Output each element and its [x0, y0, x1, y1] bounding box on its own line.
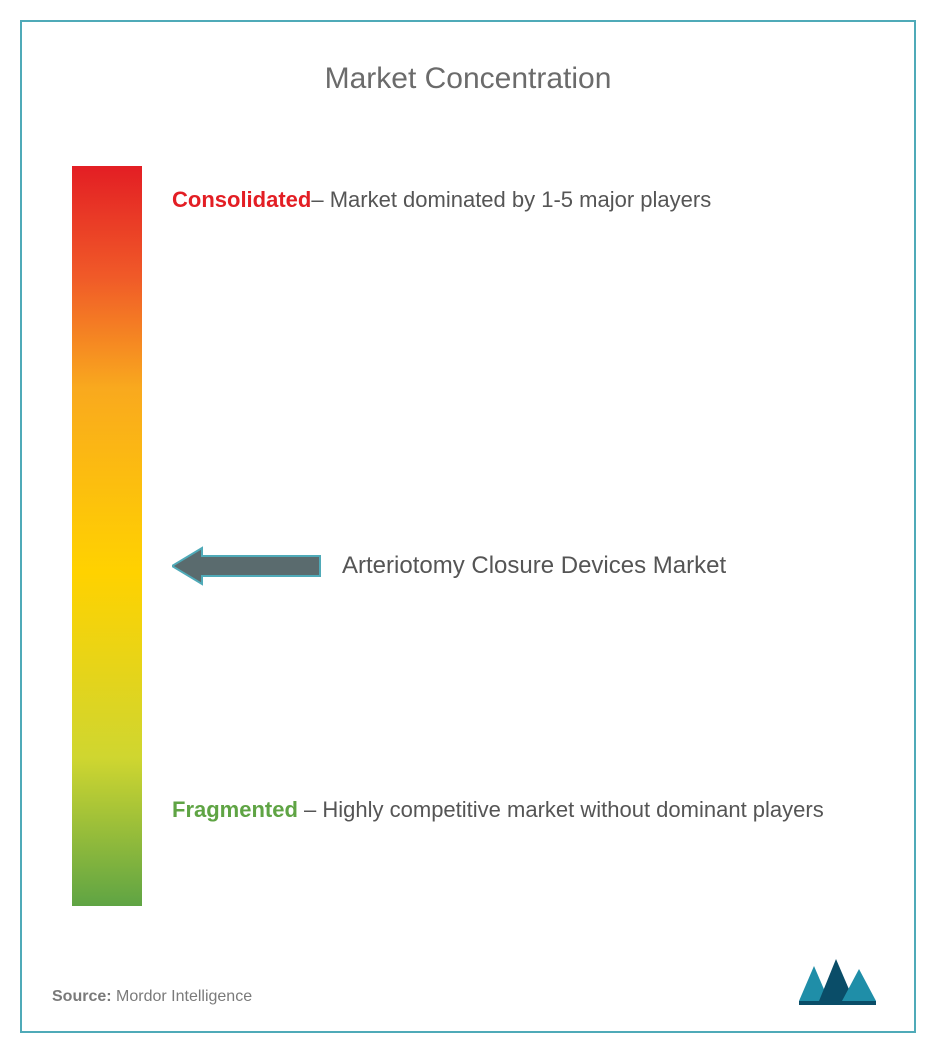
fragmented-text: – Highly competitive market without domi… — [298, 797, 824, 822]
page-title: Market Concentration — [52, 62, 884, 96]
content-area: Consolidated– Market dominated by 1-5 ma… — [52, 156, 884, 956]
market-name: Arteriotomy Closure Devices Market — [342, 552, 726, 580]
consolidated-highlight: Consolidated — [172, 187, 311, 212]
source-attribution: Source: Mordor Intelligence — [52, 988, 252, 1006]
market-pointer: Arteriotomy Closure Devices Market — [172, 546, 726, 586]
labels-area: Consolidated– Market dominated by 1-5 ma… — [142, 156, 884, 956]
fragmented-label: Fragmented – Highly competitive market w… — [172, 786, 864, 834]
mordor-logo — [794, 951, 884, 1011]
consolidated-label: Consolidated– Market dominated by 1-5 ma… — [172, 176, 864, 224]
main-container: Market Concentration Consolidated– Marke… — [20, 20, 916, 1033]
source-label: Source: — [52, 988, 112, 1005]
fragmented-highlight: Fragmented — [172, 797, 298, 822]
source-name: Mordor Intelligence — [112, 988, 253, 1005]
arrow-icon — [172, 546, 322, 586]
consolidated-text: – Market dominated by 1-5 major players — [311, 187, 711, 212]
concentration-gradient-bar — [72, 166, 142, 906]
